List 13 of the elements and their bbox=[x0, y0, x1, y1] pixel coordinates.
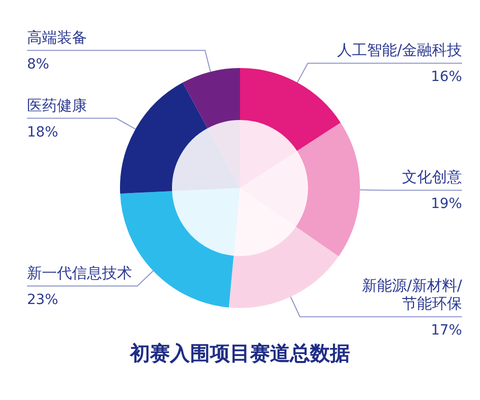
text: 23% bbox=[27, 292, 58, 308]
slice-label: 文化创意 bbox=[402, 168, 462, 186]
text: 16% bbox=[430, 69, 462, 86]
slice-label: 高端装备 bbox=[27, 28, 87, 46]
slice-label: 人工智能/金融科技 bbox=[336, 41, 462, 60]
text: 8% bbox=[27, 56, 50, 72]
slice-label: 新一代信息技术 bbox=[27, 264, 132, 282]
text: 18% bbox=[27, 124, 58, 140]
slice-label: 新能源/新材料/节能环保 bbox=[362, 276, 463, 313]
text: 17% bbox=[430, 322, 462, 339]
text: 初赛入围项目赛道总数据 bbox=[129, 341, 350, 366]
slice-label: 医药健康 bbox=[27, 96, 87, 114]
text: 19% bbox=[430, 196, 462, 212]
